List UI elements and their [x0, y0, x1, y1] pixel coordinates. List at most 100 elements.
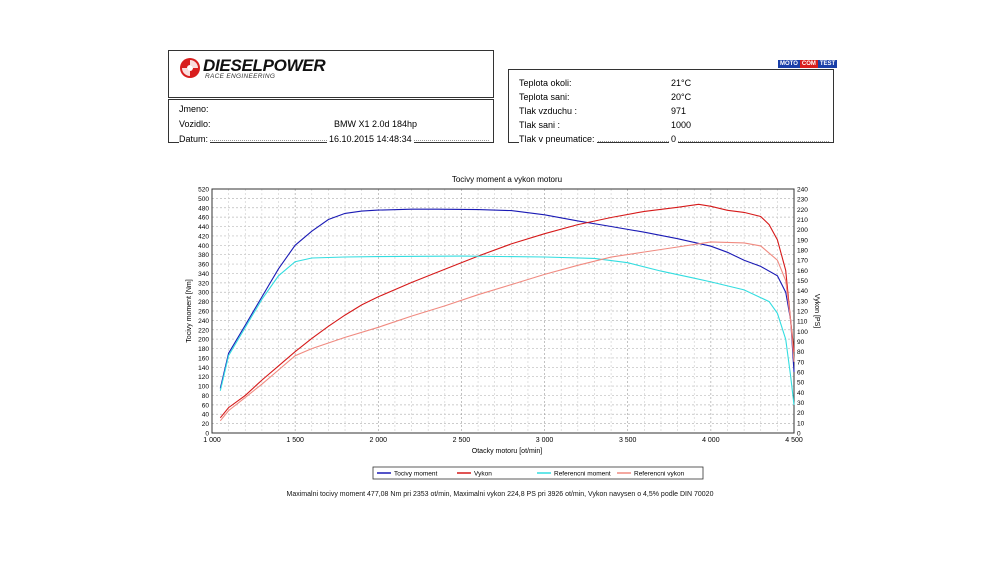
series-line-ref-power [219, 241, 795, 422]
y-right-tick-label: 50 [797, 380, 805, 387]
series-line-torque [219, 208, 795, 389]
badge-part-moto: MOTO [778, 60, 800, 68]
intake-temp-label: Teplota sani: [519, 92, 570, 102]
y-axis-right-title: Vykon [PS] [813, 294, 820, 328]
x-tick-label: 1 000 [203, 437, 221, 444]
intake-pressure-label: Tlak sani : [519, 120, 561, 130]
y-right-tick-label: 210 [797, 217, 808, 224]
plot-frame [211, 188, 795, 434]
y-right-tick-label: 160 [797, 268, 808, 275]
y-left-tick-label: 100 [198, 384, 209, 391]
y-axis-right: 0 10 20 30 40 50 60 70 80 90 100 110 120 130 140 150 160… [797, 187, 808, 438]
x-axis: 1 000 1 500 2 000 2 500 3 000 3 500 4 000 4 500 [203, 437, 803, 444]
y-left-tick-label: 500 [198, 196, 209, 203]
x-tick-label: 3 500 [619, 437, 637, 444]
y-left-tick-label: 420 [198, 233, 209, 240]
y-left-tick-label: 180 [198, 346, 209, 353]
x-axis-title: Otacky motoru [ot/min] [472, 448, 542, 455]
y-right-tick-label: 130 [797, 298, 808, 305]
y-right-tick-label: 180 [797, 248, 808, 255]
conditions-panel: Teplota okoli: 21°C Teplota sani: 20°C T… [508, 69, 834, 144]
x-tick-label: 1 500 [286, 437, 304, 444]
y-left-tick-label: 40 [202, 412, 210, 419]
badge-part-test: TEST [817, 60, 838, 68]
y-left-tick-label: 340 [198, 271, 209, 278]
y-right-tick-label: 70 [797, 359, 805, 366]
x-tick-label: 4 500 [785, 437, 803, 444]
legend-label: Vykon [474, 471, 492, 478]
ambient-temp-value: 21°C [671, 78, 692, 88]
series-group [219, 203, 795, 422]
y-right-tick-label: 240 [797, 187, 808, 194]
y-right-tick-label: 230 [797, 197, 808, 204]
y-right-tick-label: 10 [797, 420, 805, 427]
brand-name: DIESELPOWER [203, 56, 326, 75]
y-left-tick-label: 360 [198, 262, 209, 269]
x-tick-label: 4 000 [702, 437, 720, 444]
vehicle-label: Vozidlo: [179, 119, 211, 129]
y-right-tick-label: 60 [797, 370, 805, 377]
y-right-tick-label: 0 [797, 431, 801, 438]
legend-label: Referencni moment [554, 471, 611, 478]
x-tick-label: 3 000 [536, 437, 554, 444]
y-right-tick-label: 200 [797, 227, 808, 234]
series-line-power [219, 203, 795, 419]
date-label: Datum: [179, 134, 211, 144]
ambient-temp-label: Teplota okoli: [519, 78, 572, 88]
legend-label: Referencni vykon [634, 471, 685, 478]
brand-subtitle: RACE ENGINEERING [205, 73, 276, 80]
chart-legend: Tocivy moment Vykon Referencni moment Refer… [372, 466, 704, 480]
intake-pressure-value: 1000 [671, 120, 692, 130]
y-left-tick-label: 400 [198, 243, 209, 250]
y-left-tick-label: 80 [202, 393, 210, 400]
tire-pressure-label: Tlak v pneumatice: [519, 134, 597, 144]
y-right-tick-label: 170 [797, 258, 808, 265]
y-left-tick-label: 220 [198, 327, 209, 334]
y-right-tick-label: 150 [797, 278, 808, 285]
series-line-ref-torque [219, 255, 795, 405]
air-pressure-value: 971 [671, 106, 687, 116]
motocomtest-badge: MOTO COM TEST [778, 60, 838, 68]
y-axis-left-title: Tocivy moment [Nm] [186, 279, 193, 342]
y-right-tick-label: 140 [797, 288, 808, 295]
y-left-tick-label: 300 [198, 290, 209, 297]
y-left-tick-label: 440 [198, 224, 209, 231]
y-left-tick-label: 240 [198, 318, 209, 325]
y-right-tick-label: 90 [797, 339, 805, 346]
y-left-tick-label: 140 [198, 365, 209, 372]
y-right-tick-label: 20 [797, 410, 805, 417]
y-right-tick-label: 100 [797, 329, 808, 336]
y-right-tick-label: 80 [797, 349, 805, 356]
y-right-tick-label: 30 [797, 400, 805, 407]
y-left-tick-label: 160 [198, 355, 209, 362]
y-left-tick-label: 480 [198, 205, 209, 212]
y-left-tick-label: 260 [198, 309, 209, 316]
y-left-tick-label: 280 [198, 299, 209, 306]
air-pressure-label: Tlak vzduchu : [519, 106, 578, 116]
y-left-tick-label: 520 [198, 187, 209, 194]
y-left-tick-label: 200 [198, 337, 209, 344]
vehicle-info-panel: Jmeno: Vozidlo: BMW X1 2.0d 184hp Datum:… [168, 99, 494, 144]
x-tick-label: 2 000 [370, 437, 388, 444]
y-left-tick-label: 60 [202, 402, 210, 409]
y-left-tick-label: 460 [198, 215, 209, 222]
date-value: 16.10.2015 14:48:34 [327, 134, 414, 144]
y-left-tick-label: 0 [205, 431, 209, 438]
y-right-tick-label: 120 [797, 309, 808, 316]
y-right-tick-label: 40 [797, 390, 805, 397]
name-label: Jmeno: [179, 104, 209, 114]
y-left-tick-label: 120 [198, 374, 209, 381]
y-right-tick-label: 190 [797, 237, 808, 244]
y-axis-left: 0 20 40 60 80 100 120 140 160 180 200 220 240 260 280 3… [198, 187, 209, 438]
logo-panel: DIESELPOWER RACE ENGINEERING [168, 50, 494, 98]
y-left-tick-label: 380 [198, 252, 209, 259]
legend-label: Tocivy moment [394, 471, 438, 478]
y-left-tick-label: 320 [198, 280, 209, 287]
y-right-tick-label: 220 [797, 207, 808, 214]
tire-pressure-underline [549, 141, 829, 142]
chart-title: Tocivy moment a vykon motoru [452, 175, 562, 184]
y-left-tick-label: 20 [202, 421, 210, 428]
tire-pressure-value: 0 [669, 134, 679, 144]
x-tick-label: 2 500 [453, 437, 471, 444]
